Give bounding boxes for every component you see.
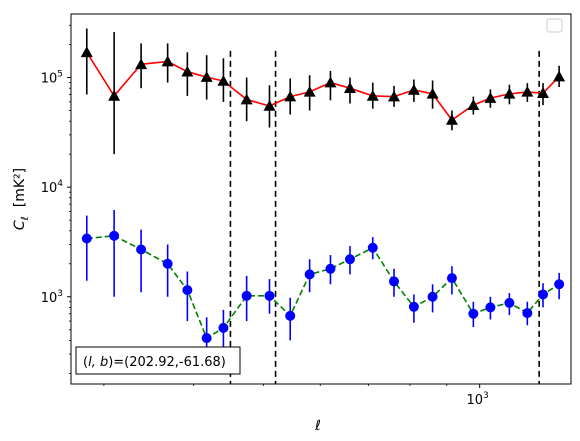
upper-triangle-marker xyxy=(324,76,337,88)
lower-circle-marker xyxy=(554,279,565,290)
annotation-text: (l, b)=(202.92,-61.68) xyxy=(83,355,226,370)
lower-circle-marker xyxy=(408,301,419,312)
upper-triangle-marker xyxy=(135,58,148,70)
lower-circle-marker xyxy=(367,242,378,253)
upper-triangle-marker xyxy=(343,82,356,93)
annotation-box xyxy=(75,346,241,375)
upper-triangle-marker xyxy=(108,89,121,101)
plot-frame xyxy=(70,13,572,385)
y-tick-label: 104 xyxy=(41,179,64,196)
lower-circle-marker xyxy=(136,244,147,255)
upper-triangle-marker xyxy=(240,93,253,105)
upper-triangle-marker xyxy=(303,85,316,97)
upper-triangle-marker xyxy=(181,65,194,77)
lower-circle-marker xyxy=(522,308,533,319)
lower-circle-marker xyxy=(304,269,315,280)
lower-circle-marker xyxy=(162,258,173,269)
upper-triangle-marker xyxy=(284,90,297,102)
lower-circle-marker xyxy=(485,302,496,313)
lower-circle-marker xyxy=(182,285,193,296)
y-tick-label: 105 xyxy=(41,70,63,87)
y-tick-label: 103 xyxy=(41,289,63,306)
lower-circle-marker xyxy=(325,263,336,274)
upper-triangle-marker xyxy=(553,70,566,82)
lower-circle-marker xyxy=(109,230,120,241)
x-tick-label: 103 xyxy=(467,391,489,408)
coordinate-annotation: (l, b)=(202.92,-61.68) xyxy=(75,346,241,375)
lower-circle-marker xyxy=(241,290,252,301)
upper-triangle-marker xyxy=(217,75,230,86)
lower-circle-marker xyxy=(201,333,212,344)
x-tick-exponent: 3 xyxy=(483,391,489,401)
lower-circle-marker xyxy=(427,291,438,302)
lower-circle-marker xyxy=(81,233,92,244)
upper-triangle-marker xyxy=(407,83,420,95)
vertical-marker-lines xyxy=(229,50,540,384)
upper-triangle-marker xyxy=(467,99,480,110)
y-tick-exponent: 4 xyxy=(57,179,63,189)
y-axis-ticks: 103 104 105 xyxy=(41,24,71,374)
lower-circle-marker xyxy=(504,297,515,308)
upper-triangle-marker xyxy=(263,100,276,111)
upper-triangle-marker xyxy=(80,46,93,58)
plot-background xyxy=(71,14,571,384)
lower-circle-marker xyxy=(468,308,479,319)
lower-circle-marker xyxy=(218,322,229,333)
upper-triangle-marker xyxy=(426,87,439,99)
upper-triangle-marker xyxy=(366,89,379,101)
upper-triangle-marker xyxy=(161,55,174,67)
upper-triangle-marker xyxy=(503,87,516,99)
upper-triangle-marker xyxy=(388,90,401,102)
legend-box[interactable] xyxy=(546,18,563,33)
lower-circle-marker xyxy=(285,310,296,321)
y-axis-label: Cℓ [mK²] xyxy=(12,168,31,230)
upper-triangle-marker xyxy=(484,92,497,103)
lower-circle-marker xyxy=(264,290,275,301)
lower-circle-marker xyxy=(446,273,457,284)
lower-circle-marker xyxy=(344,254,355,265)
y-tick-exponent: 3 xyxy=(57,289,63,299)
upper-triangle-marker xyxy=(200,71,213,82)
y-tick-exponent: 5 xyxy=(57,70,63,80)
data-series xyxy=(80,28,566,363)
upper-triangle-marker xyxy=(445,113,458,125)
x-axis-ticks: 103 xyxy=(103,384,489,408)
x-axis-label: ℓ xyxy=(314,418,321,434)
upper-series-line xyxy=(86,51,560,122)
lower-circle-marker xyxy=(537,289,548,300)
upper-triangle-marker xyxy=(521,85,534,97)
lower-circle-marker xyxy=(389,276,400,287)
upper-triangle-marker xyxy=(536,87,549,98)
